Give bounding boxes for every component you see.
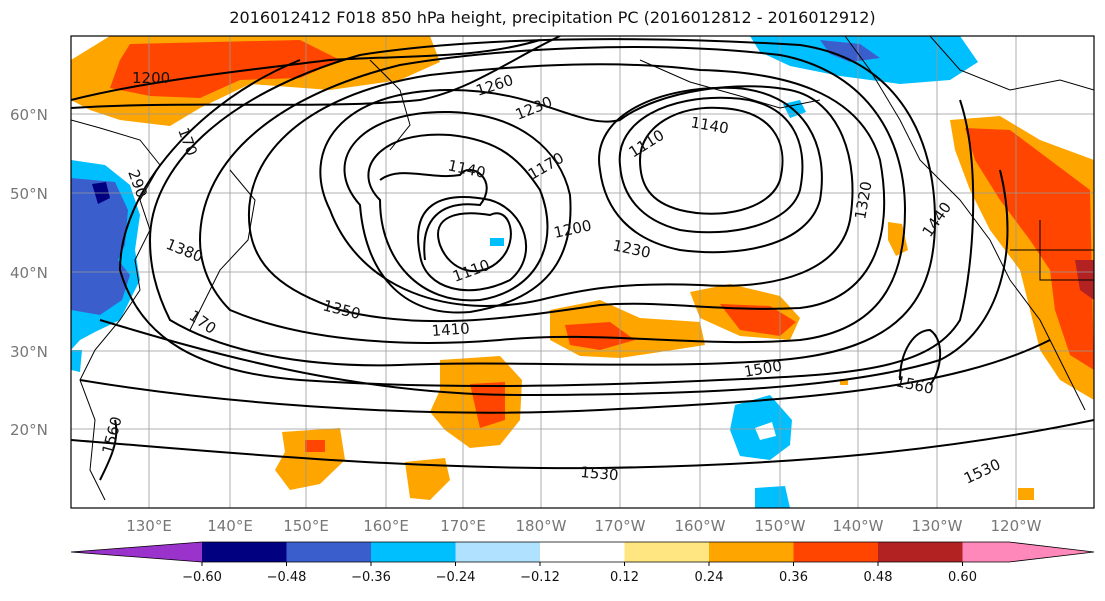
lon-label: 170°W — [595, 517, 646, 535]
precip-area-w-neg-mid — [71, 178, 130, 315]
lon-label: 130°E — [126, 517, 172, 535]
precip-area-small-neg — [490, 238, 504, 246]
lon-label: 140°E — [207, 517, 253, 535]
colorbar-segment — [878, 542, 963, 562]
map-title: 2016012412 F018 850 hPa height, precipit… — [229, 8, 876, 27]
colorbar-tick-label: −0.60 — [182, 570, 222, 585]
colorbar-segment — [540, 542, 625, 562]
lon-label: 130°W — [912, 517, 963, 535]
precip-area-ak-neg — [783, 100, 806, 118]
lon-label: 160°E — [363, 517, 409, 535]
coastlines — [71, 36, 1094, 501]
precip-area-hi-neg-white — [755, 422, 776, 440]
lon-label: 120°W — [991, 517, 1042, 535]
lat-label: 40°N — [10, 264, 48, 282]
lon-label: 160°W — [675, 517, 726, 535]
colorbar-tick-label: −0.12 — [520, 570, 560, 585]
colorbar-tick-label: 0.48 — [864, 570, 893, 585]
longitude-labels: 130°E 140°E 150°E 160°E 170°E 180°W 170°… — [126, 517, 1041, 535]
colorbar-segment — [962, 542, 1009, 562]
precip-area-ne-neg-core — [820, 40, 880, 62]
height-contours — [71, 36, 1094, 481]
colorbar-tick-label: 0.36 — [779, 570, 808, 585]
precip-area-band-2-core — [720, 304, 796, 336]
lat-label: 50°N — [10, 185, 48, 203]
precip-area-sub-3 — [405, 458, 450, 500]
colorbar-segment — [709, 542, 794, 562]
precip-area-sw-neg — [71, 350, 82, 372]
colorbar-segment — [624, 542, 709, 562]
lon-label: 150°W — [755, 517, 806, 535]
lat-label: 60°N — [10, 106, 48, 124]
colorbar-segment — [371, 542, 456, 562]
contour-label: 1530 — [580, 463, 620, 484]
precip-area-sub-2-core — [305, 440, 325, 452]
lon-label: 140°W — [833, 517, 884, 535]
precip-area-e-core — [965, 128, 1094, 370]
colorbar-segment — [455, 542, 540, 562]
colorbar-extend-low — [71, 542, 202, 562]
colorbar-tick-label: 0.60 — [948, 570, 977, 585]
colorbar-segment — [286, 542, 371, 562]
precip-area-sub-4 — [1018, 488, 1034, 500]
graticule — [71, 36, 1094, 508]
lat-label: 20°N — [10, 421, 48, 439]
colorbar-segment — [793, 542, 878, 562]
lon-label: 150°E — [283, 517, 329, 535]
precip-area-s-neg — [755, 486, 790, 508]
colorbar-tick-label: 0.24 — [695, 570, 724, 585]
lon-label: 170°E — [440, 517, 486, 535]
colorbar-tick-label: 0.12 — [610, 570, 639, 585]
precip-area-band-1-core — [565, 322, 635, 350]
contour-label: 1410 — [431, 319, 470, 340]
latitude-labels: 60°N 50°N 40°N 30°N 20°N — [10, 106, 48, 439]
colorbar-tick-label: −0.48 — [267, 570, 307, 585]
contour-label: 1200 — [132, 69, 170, 87]
colorbar-segment — [202, 542, 287, 562]
colorbar: −0.60 −0.48 −0.36 −0.24 −0.12 0.12 0.24 0.36 0.4… — [70, 541, 1095, 585]
lat-label: 30°N — [10, 343, 48, 361]
precip-area-nw-core — [110, 40, 340, 98]
colorbar-extend-high — [1009, 542, 1094, 562]
map-frame — [70, 35, 1095, 509]
lon-label: 180°W — [516, 517, 567, 535]
colorbar-tick-label: −0.36 — [351, 570, 391, 585]
colorbar-tick-label: −0.24 — [436, 570, 476, 585]
